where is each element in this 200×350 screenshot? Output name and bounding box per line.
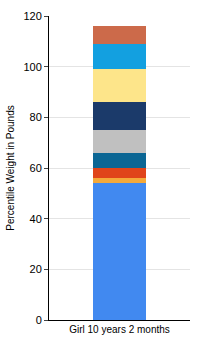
svg-text:40: 40 [30,213,42,225]
svg-text:Girl 10 years 2 months: Girl 10 years 2 months [69,324,170,335]
svg-text:120: 120 [23,10,41,22]
svg-text:60: 60 [30,162,42,174]
svg-text:100: 100 [23,61,41,73]
svg-text:20: 20 [30,263,42,275]
svg-text:0: 0 [36,314,42,326]
svg-text:80: 80 [30,111,42,123]
svg-text:Percentile Weight in Pounds: Percentile Weight in Pounds [5,105,16,230]
